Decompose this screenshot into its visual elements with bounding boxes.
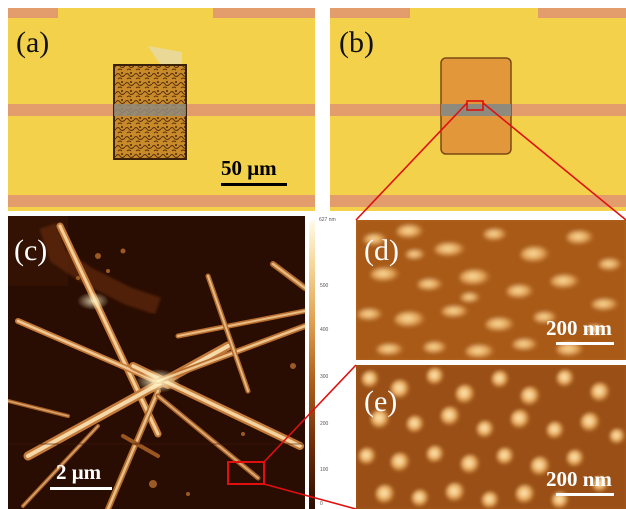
panel-d-texture [356,220,626,360]
panel-b-label: (b) [339,26,374,59]
panel-c-scalebar [50,487,112,490]
electrode-bottom [330,195,626,207]
panel-e-label: (e) [364,385,398,418]
panel-d-scalebar [556,342,614,345]
colorbar-label-300: 300 [320,374,329,380]
electrode-top-right [538,8,626,18]
height-colorbar [309,221,315,509]
panel-a-scalebar [221,183,287,186]
panel-a-scalebar-label: 50 μm [221,156,277,180]
panel-b-drawing [330,8,626,207]
electrode-bottom [8,195,315,207]
colorbar-label-500: 500 [320,283,329,289]
colorbar-label-0: 0 [320,501,323,507]
panel-a-drawing [8,8,315,207]
panel-c-label: (c) [14,234,48,267]
colorbar-label-100: 100 [320,467,329,473]
panel-c-afm-image: (c) 2 μm [8,216,305,509]
nanowires [8,222,305,509]
panel-c-drawing [8,216,305,509]
panel-e-afm-image: (e) 200 nm [356,365,626,509]
colorbar-label-200: 200 [320,421,329,427]
panel-d-afm-image: (d) 200 nm [356,220,626,360]
panel-e-texture [356,365,626,509]
colorbar-label-top: 627 nm [319,217,336,223]
electrode-top-right [213,8,315,18]
panel-e-scalebar [556,493,614,496]
colorbar-label-400: 400 [320,327,329,333]
panel-a-optical-image: (a) 50 μm [8,8,315,211]
electrode-top-left [8,8,58,18]
bright-junction [136,369,180,393]
panel-b-optical-image: (b) [330,8,626,211]
electrode-top-left [330,8,410,18]
zoom-region-box [227,461,265,485]
panel-d-label: (d) [364,234,399,267]
panel-a-label: (a) [16,26,50,59]
panel-c-scalebar-label: 2 μm [56,460,102,484]
panel-d-scalebar-label: 200 nm [546,316,612,340]
flake-over-electrode [114,104,186,116]
panel-e-scalebar-label: 200 nm [546,467,612,491]
